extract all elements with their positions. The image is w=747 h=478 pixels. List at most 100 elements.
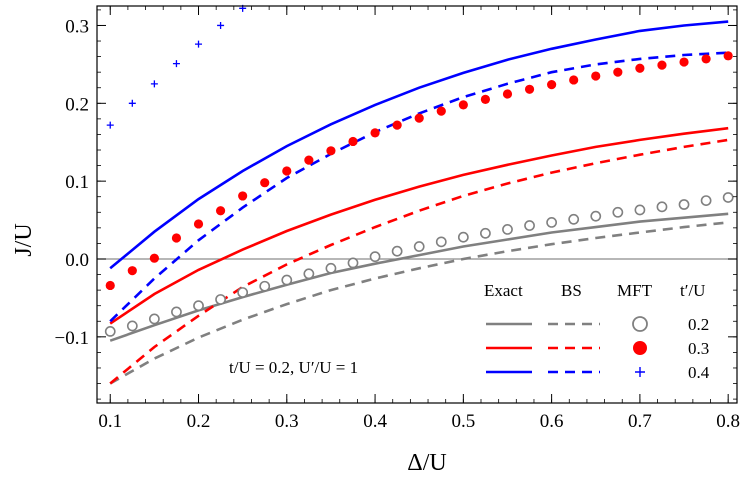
marker-mft-0_3-20 xyxy=(547,80,557,90)
x-tick-label-1: 0.2 xyxy=(187,411,211,432)
marker-mft-0_3-3 xyxy=(171,233,182,243)
legend-mft-sample-1 xyxy=(633,341,647,355)
marker-mft-0_2-9 xyxy=(303,268,315,280)
marker-mft-0_2-13 xyxy=(391,245,403,257)
y-tick-label-4: 0.3 xyxy=(65,16,89,37)
marker-mft-0_2-23 xyxy=(612,206,624,218)
curve-exact-0_4 xyxy=(109,20,729,270)
y-axis-title: J/U xyxy=(11,223,37,256)
marker-mft-0_3-1 xyxy=(127,266,137,276)
marker-mft-0_3-7 xyxy=(260,178,270,188)
marker-mft-0_3-11 xyxy=(348,136,358,147)
x-tick-label-5: 0.6 xyxy=(540,411,564,432)
marker-mft-0_3-15 xyxy=(436,106,446,116)
x-axis-title: Δ/U xyxy=(407,450,446,476)
marker-mft-0_3-25 xyxy=(657,60,667,70)
marker-mft-0_3-19 xyxy=(524,84,535,94)
chart-annotation: t/U = 0.2, U′/U = 1 xyxy=(229,358,358,377)
marker-mft-0_2-27 xyxy=(700,195,712,207)
legend-value-2: 0.4 xyxy=(688,363,710,382)
curve-bs-0_4 xyxy=(109,51,729,323)
marker-mft-0_3-14 xyxy=(414,113,424,123)
marker-mft-0_3-24 xyxy=(635,63,645,73)
marker-mft-0_2-15 xyxy=(435,236,447,248)
marker-mft-0_3-23 xyxy=(613,67,623,77)
curve-bs-0_2 xyxy=(109,221,729,385)
marker-mft-0_2-28 xyxy=(722,192,734,203)
marker-mft-0_4-3 xyxy=(172,60,180,68)
marker-mft-0_2-2 xyxy=(148,313,160,325)
marker-mft-0_2-22 xyxy=(590,210,602,222)
marker-mft-0_2-20 xyxy=(546,217,558,228)
marker-mft-0_3-18 xyxy=(502,89,513,99)
marker-mft-0_2-3 xyxy=(171,306,182,318)
marker-mft-0_2-1 xyxy=(126,320,138,332)
marker-mft-0_2-7 xyxy=(259,280,271,292)
marker-mft-0_3-17 xyxy=(480,94,491,105)
marker-mft-0_4-4 xyxy=(195,40,203,48)
legend-header-bs: BS xyxy=(561,281,582,300)
marker-mft-0_3-10 xyxy=(326,146,336,156)
legend: Exact BS MFT t′/U 0.2 0.3 0.4 xyxy=(484,281,710,382)
marker-mft-0_3-13 xyxy=(392,120,402,130)
marker-mft-0_2-16 xyxy=(457,231,469,243)
marker-mft-0_2-10 xyxy=(325,262,337,274)
y-tick-label-3: 0.2 xyxy=(65,94,89,115)
frame-layer xyxy=(96,5,738,404)
marker-mft-0_2-24 xyxy=(634,204,646,216)
marker-mft-0_3-26 xyxy=(679,57,689,67)
y-tick-label-0: −0.1 xyxy=(55,328,89,349)
marker-mft-0_2-4 xyxy=(193,300,204,312)
plot-frame xyxy=(96,5,738,404)
curve-exact-0_2 xyxy=(109,212,729,342)
marker-mft-0_3-6 xyxy=(238,191,248,201)
marker-mft-0_2-0 xyxy=(104,325,116,337)
marker-mft-0_3-28 xyxy=(723,51,733,61)
marker-mft-0_2-12 xyxy=(369,251,381,263)
marker-mft-0_2-14 xyxy=(413,241,425,252)
x-tick-label-6: 0.7 xyxy=(628,411,652,432)
x-tick-label-3: 0.4 xyxy=(363,411,387,432)
marker-mft-0_3-2 xyxy=(149,253,159,263)
x-tick-label-7: 0.8 xyxy=(716,411,740,432)
legend-mft-sample-0 xyxy=(632,316,648,332)
marker-mft-0_2-6 xyxy=(237,287,249,298)
marker-mft-0_3-27 xyxy=(701,54,711,64)
legend-mft-sample-2 xyxy=(635,367,645,377)
y-tick-label-1: 0.0 xyxy=(65,250,89,271)
marker-mft-0_3-16 xyxy=(458,100,468,110)
marker-mft-0_4-2 xyxy=(150,80,158,88)
legend-rows xyxy=(486,316,648,377)
marker-mft-0_4-0 xyxy=(106,121,114,129)
marker-mft-0_3-22 xyxy=(591,71,601,81)
marker-mft-0_2-21 xyxy=(568,213,580,225)
curve-bs-0_3 xyxy=(109,138,729,385)
marker-mft-0_3-4 xyxy=(193,219,204,229)
y-tick-label-2: 0.1 xyxy=(65,172,89,193)
marker-mft-0_2-18 xyxy=(502,224,513,235)
x-tick-label-2: 0.3 xyxy=(275,411,299,432)
marker-mft-0_2-19 xyxy=(524,220,535,231)
marker-mft-0_2-17 xyxy=(480,227,491,239)
marker-mft-0_2-25 xyxy=(656,201,668,213)
x-tick-label-4: 0.5 xyxy=(451,411,475,432)
marker-mft-0_4-5 xyxy=(217,21,225,29)
markers-layer xyxy=(104,4,734,337)
legend-value-1: 0.3 xyxy=(688,339,709,358)
curves-layer xyxy=(109,20,729,385)
legend-header-param: t′/U xyxy=(680,281,705,300)
marker-mft-0_3-8 xyxy=(282,166,292,176)
marker-mft-0_3-21 xyxy=(569,75,579,85)
x-tick-label-0: 0.1 xyxy=(98,411,122,432)
marker-mft-0_3-9 xyxy=(304,155,314,165)
ticks-layer: 0.1 0.2 0.3 0.4 0.5 0.6 0.7 0.8 −0.1 0.0 0.1 0.2 0.3 xyxy=(55,6,740,432)
legend-value-0: 0.2 xyxy=(688,315,709,334)
legend-header-mft: MFT xyxy=(617,281,653,300)
legend-header-exact: Exact xyxy=(484,281,523,300)
marker-mft-0_2-8 xyxy=(281,274,293,286)
marker-mft-0_3-5 xyxy=(215,206,226,216)
marker-mft-0_2-11 xyxy=(347,257,359,269)
marker-mft-0_2-5 xyxy=(215,294,226,305)
